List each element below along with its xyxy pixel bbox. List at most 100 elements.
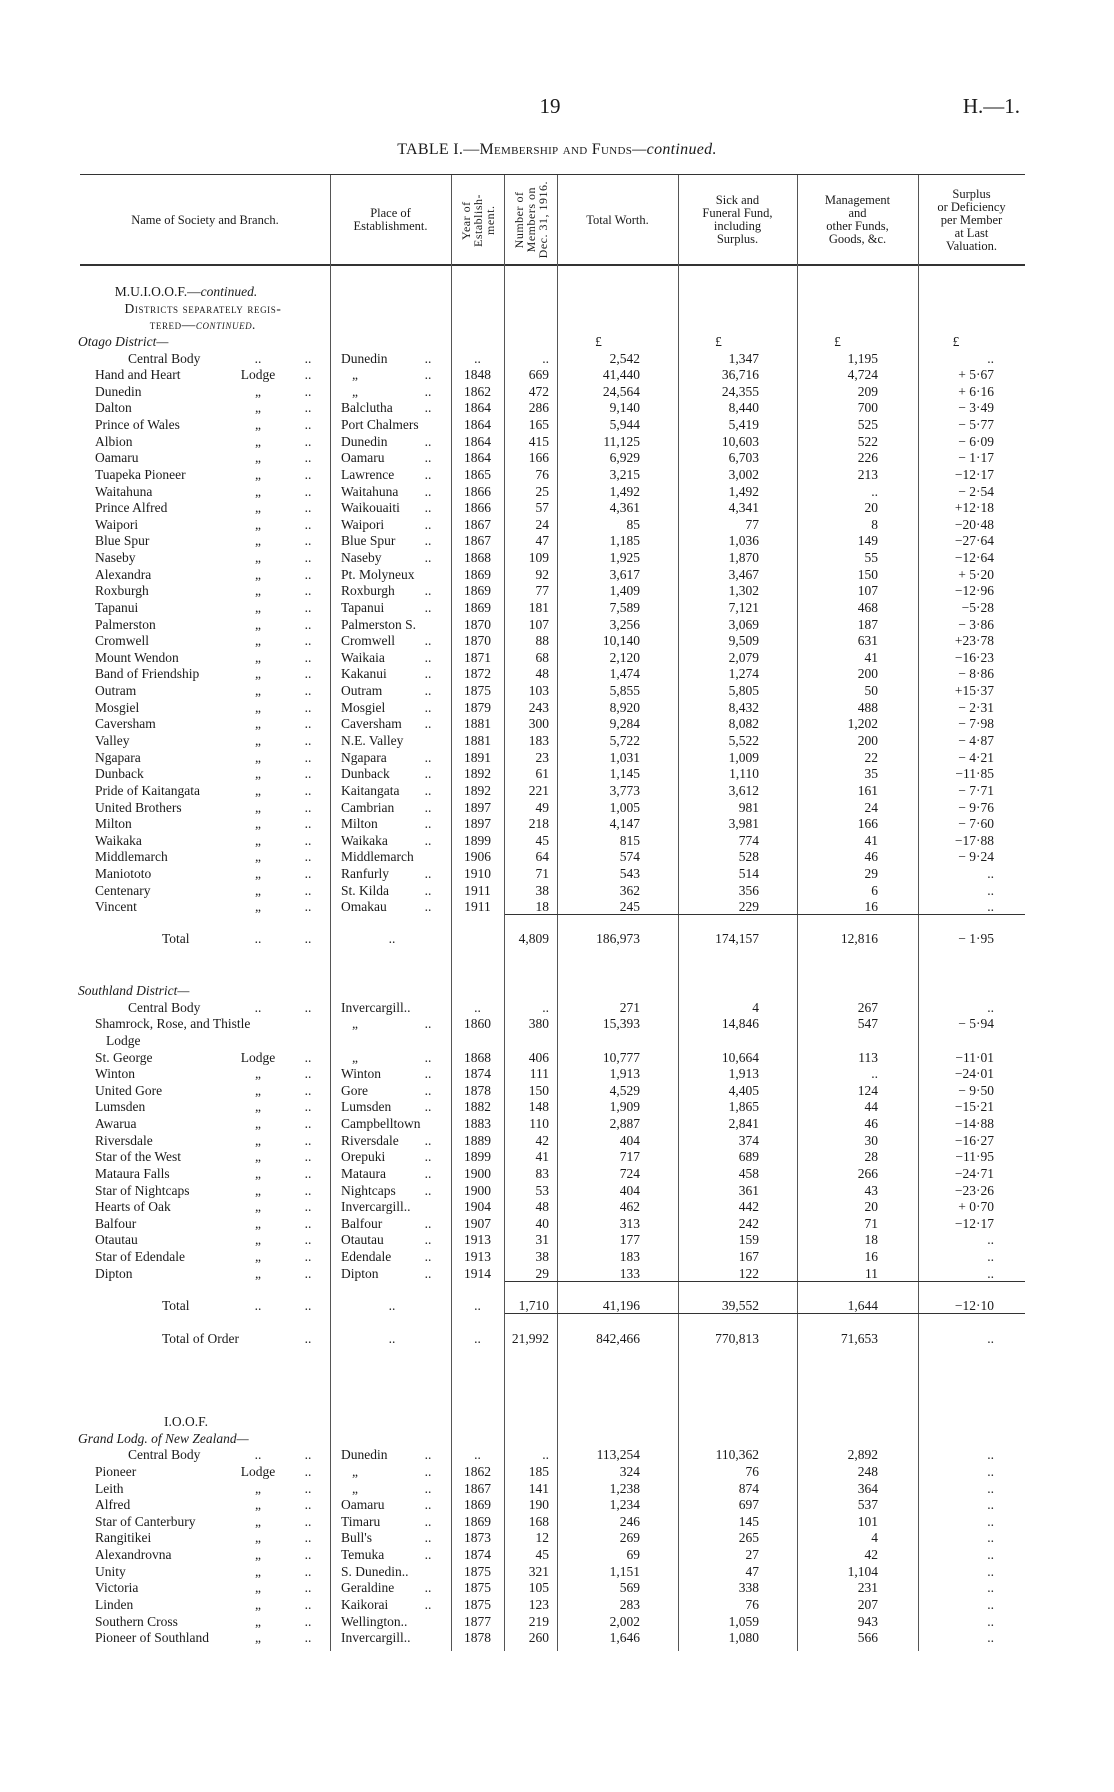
place-of-establishment: „ [352,1463,358,1479]
total-row: Total of Order...... 21,992 842,466 770,813… [0,1330,1114,1347]
leader-dots: .. [424,1016,432,1032]
surplus-deficiency: .. [987,1330,994,1346]
branch-type: „ [255,1630,261,1646]
column-header-line: Surplus [952,186,991,201]
section-heading: Districts separately regis- [0,300,1114,317]
leader-dots: .. [304,1182,312,1198]
year: 1883 [464,1116,491,1132]
title-main: TABLE I.— [397,141,480,158]
society-heading: I.O.O.F. [80,1413,292,1430]
management-funds: 149 [857,533,878,549]
table-row: Milton „.. Milton.. 1897 218 4,147 3,981 166 − 7… [0,815,1114,832]
sick-funeral-fund: 3,612 [728,782,759,798]
branch-type: „ [255,1497,261,1513]
leader-dots: .. [304,832,312,848]
sick-funeral-fund: 1,492 [728,483,759,499]
branch-name: Leith [95,1480,124,1496]
branch-name: Central Body [128,1447,201,1463]
year: 1910 [464,866,491,882]
members: 49 [535,799,550,815]
year: 1891 [464,749,491,765]
leader-dots: .. [304,1513,312,1529]
branch-name: Star of Canterbury [95,1513,196,1529]
table-row: Central Body.... Dunedin...... 2,542 1,347 1… [0,350,1114,367]
branch-name: Tapanui [95,599,139,615]
leader-dots: .. [424,1049,432,1065]
branch-type: Lodge [240,1463,276,1479]
section-heading: Grand Lodg. of New Zealand— [0,1430,1114,1447]
management-funds: 522 [857,433,878,449]
management-funds: 8 [871,516,878,532]
members: .. [542,999,549,1015]
surplus-deficiency: − 3·49 [958,400,994,416]
total-worth: 362 [619,882,640,898]
sick-funeral-fund: 1,036 [728,533,759,549]
place-of-establishment: Winton [341,1066,381,1082]
management-funds: 4 [871,1530,878,1546]
table-row: Dunedin „.. „.. 1862 472 24,564 24,355 209 + 6·1… [0,383,1114,400]
management-funds: 231 [857,1580,878,1596]
management-funds: 1,644 [847,1297,878,1313]
total-worth: 1,031 [609,749,640,765]
leader-dots: .. [424,466,432,482]
branch-name: Vincent [95,899,137,915]
surplus-deficiency: −16·27 [954,1132,994,1148]
leader-dots: .. [304,1580,312,1596]
heading-text: Southland District— [78,983,190,998]
branch-name: Albion [95,433,133,449]
year: 1864 [464,433,491,449]
place-of-establishment: Waipori [341,516,385,532]
place-of-establishment: Cambrian [341,799,395,815]
total-worth: 2,002 [609,1613,640,1629]
branch-type: „ [255,533,261,549]
branch-type: „ [255,1513,261,1529]
sick-funeral-fund: 14,846 [721,1016,759,1032]
year: 1869 [464,583,491,599]
branch-name: Valley [95,733,130,748]
branch-type: „ [255,400,261,416]
total-worth: 271 [619,999,640,1015]
leader-dots: .. [254,1297,262,1313]
surplus-deficiency: .. [987,1530,994,1546]
total-row: Total...... 4,809 186,973 174,157 12,816 − 1·… [0,930,1114,947]
surplus-deficiency: .. [987,866,994,882]
leader-dots: .. [424,666,432,682]
sick-funeral-fund: 3,467 [728,566,759,582]
table-row: Dunback „.. Dunback.. 1892 61 1,145 1,110 35 −11… [0,765,1114,782]
branch-name: Rangitikei [95,1530,152,1546]
sick-funeral-fund: 1,913 [728,1066,759,1082]
year: 1867 [464,516,491,532]
surplus-deficiency: .. [987,1249,994,1265]
branch-name: Ngapara [95,749,141,765]
leader-dots: .. [424,1547,432,1563]
branch-type: „ [255,1265,261,1281]
leader-dots: .. [304,1330,312,1346]
place-of-establishment: Bull's [341,1530,372,1546]
column-header-line: Management [824,193,891,207]
branch-type: „ [255,516,261,532]
members: 150 [528,1082,549,1098]
management-funds: 631 [857,633,878,649]
management-funds: 124 [857,1082,878,1098]
management-funds: 16 [864,899,879,915]
group-heading: Districts separately regis- [78,300,328,317]
sick-funeral-fund: 47 [745,1563,760,1579]
management-funds: 55 [864,550,879,566]
place-of-establishment: Otautau [341,1232,384,1248]
column-header-line: Place of [370,206,411,220]
column-header-members: Number of Members on Dec. 31, 1916. [505,178,556,262]
total-worth: 9,140 [609,400,640,416]
currency-unit: £ [595,333,602,349]
place-of-establishment: Pt. Molyneux [341,566,415,582]
members: 148 [528,1099,549,1115]
place-of-establishment: Invercargill.. [341,1630,411,1646]
column-header-text: Year of Establish-ment. [459,194,497,247]
leader-dots: .. [424,1215,432,1231]
total-rule [505,1280,1025,1282]
branch-name: Mosgiel [95,699,140,715]
members: 166 [528,450,549,466]
leader-dots: .. [424,1530,432,1546]
management-funds: 200 [857,666,878,682]
branch-name: Centenary [95,882,151,898]
sick-funeral-fund: 8,432 [728,699,759,715]
